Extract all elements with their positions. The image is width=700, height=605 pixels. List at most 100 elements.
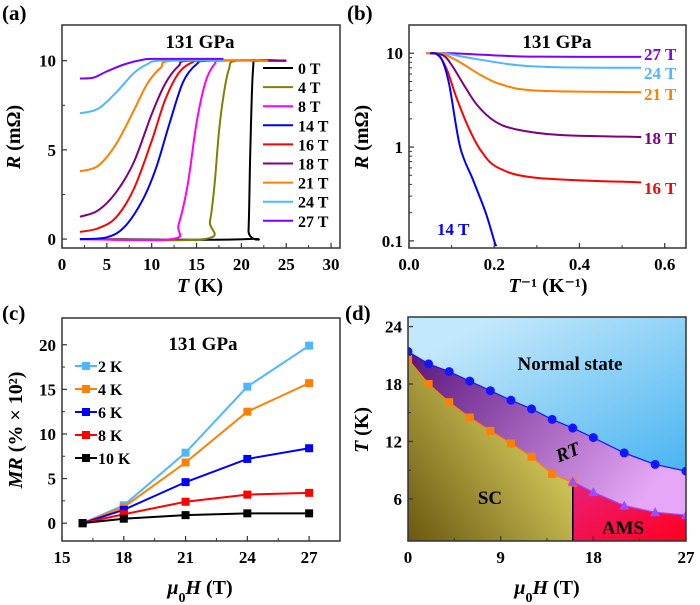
x-tick-label: 27 [678,548,696,567]
plot-frame [61,24,341,249]
region-label-ams: AMS [602,518,644,539]
legend-marker [82,408,90,416]
data-point-circle [424,359,434,369]
y-tick-label: 0 [48,514,57,533]
x-tick-label: 10 [143,255,160,274]
data-point [305,444,314,453]
y-axis-label-part: R [351,156,373,170]
region-rt [408,351,686,516]
series-curve [430,52,642,139]
x-axis-label-part: (T) [201,577,233,599]
data-point [119,510,128,519]
y-axis-label-part: (K) [351,407,373,441]
chart-title: 131 GPa [522,32,592,53]
data-point [181,448,190,457]
data-point [305,341,314,350]
x-axis-label: μ0H (T) [513,577,579,605]
data-point-square [465,413,474,422]
x-axis-label-part: μ [166,577,178,599]
y-tick-label: 15 [39,380,56,399]
x-axis-label: T⁻¹ (K⁻¹) [508,275,587,297]
y-tick-label: 0 [48,230,57,249]
data-point [243,382,252,391]
panel-label: (c) [2,301,25,325]
x-axis-label: T (K) [177,275,223,297]
legend-label: 27 T [298,214,329,231]
y-axis-label: T (K) [351,407,373,453]
x-axis-label-part: 0 [525,591,532,605]
series-curve [79,59,287,241]
y-axis-label-part: (mΩ) [351,105,373,156]
x-tick-label: 5 [103,255,112,274]
data-point [119,505,128,514]
x-axis-label-part: μ [513,577,525,599]
data-point [305,488,314,497]
series-label: 18 T [644,129,677,148]
x-tick-label: 0.2 [484,255,505,274]
y-tick-label: 0.1 [382,232,403,251]
y-tick-label: 5 [48,470,57,489]
x-tick-label: 20 [233,255,250,274]
legend-label: 10 K [98,451,131,468]
x-tick-label: 0.6 [654,255,675,274]
x-tick-label: 24 [239,548,257,567]
plot-area-0 [79,57,287,242]
plot-area-2 [78,341,314,528]
data-point [119,514,128,523]
data-point-triangle [567,476,578,486]
data-point-circle [619,448,629,458]
data-point-square [506,439,515,448]
y-tick-label: 5 [48,141,57,160]
x-tick-label: 30 [323,255,340,274]
x-tick-label: 27 [301,548,319,567]
data-point [181,511,190,520]
plot-frame [408,24,687,249]
legend-label: 14 T [298,118,329,135]
x-tick-label: 9 [496,548,505,567]
data-point-circle [681,466,686,476]
data-point-circle [527,404,537,414]
x-tick-label: 15 [188,255,205,274]
region-ams [572,481,686,541]
data-point-circle [588,433,598,443]
data-point [181,478,190,487]
data-point [78,519,87,528]
legend-label: 8 T [298,99,321,116]
series-label: 21 T [644,85,677,104]
x-tick-label: 0 [404,548,413,567]
series-curve [79,59,269,173]
data-point-triangle [681,510,686,520]
legend-label: 6 K [98,405,123,422]
series-curve [79,59,287,241]
legend-marker [82,385,90,393]
data-point-circle [408,346,413,356]
series-curve [430,52,498,247]
legend-label: 0 T [298,61,321,78]
x-tick-label: 0 [58,255,67,274]
data-point-triangle [588,487,599,497]
data-point-square [445,398,454,407]
data-point-square [527,452,536,461]
x-tick-label: 18 [585,548,602,567]
y-tick-label: 12 [385,432,402,451]
region-label-sc: SC [478,488,502,509]
series-curve [430,52,642,184]
data-point-circle [650,459,660,469]
x-axis-label-part: (T) [548,577,580,599]
x-axis-label-part: H [531,577,549,599]
data-point [181,458,190,467]
data-point-square [408,355,412,364]
x-tick-label: 15 [54,548,71,567]
x-axis-label-part: T [508,275,521,297]
y-axis-label: MR (% × 10²) [5,372,27,490]
x-tick-label: 18 [115,548,132,567]
x-axis-label-part: T [177,275,190,297]
x-tick-label: 0.4 [569,255,591,274]
legend-label: 18 T [298,157,329,174]
x-axis-label-part: (K) [189,275,223,297]
series-label: 16 T [644,179,677,198]
data-point-circle [568,423,578,433]
series-label: 24 T [644,64,677,83]
data-point-square [424,380,433,389]
panel-label: (a) [2,1,27,25]
